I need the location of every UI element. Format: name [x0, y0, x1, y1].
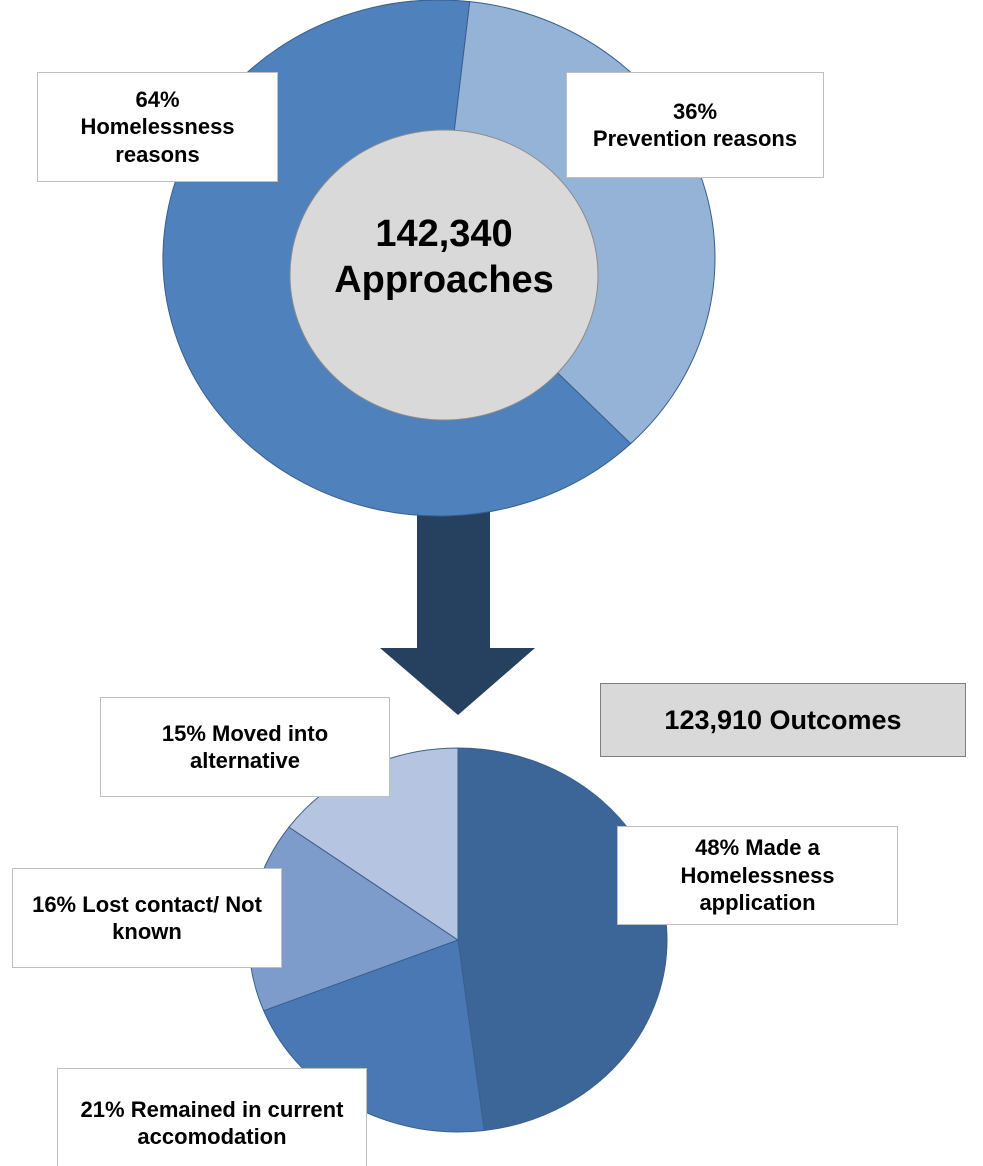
- value-label: 16%: [32, 891, 77, 917]
- category-label: Homelessness reasons: [80, 114, 235, 167]
- label-text: 15% Moved into alternative: [111, 720, 379, 775]
- data-label: 15% Moved into alternative: [100, 697, 390, 797]
- data-label: 64% Homelessness reasons: [37, 72, 278, 182]
- category-label: Made a Homelessness application: [680, 835, 835, 916]
- data-label: 36% Prevention reasons: [566, 72, 824, 178]
- label-text: 16% Lost contact/ Not known: [23, 891, 271, 946]
- label-text: 64% Homelessness reasons: [48, 86, 267, 169]
- category-label: Lost contact/ Not known: [82, 891, 262, 945]
- category-label: Remained in current accomodation: [130, 1096, 344, 1150]
- value-label: 36%: [672, 98, 718, 124]
- label-text: 21% Remained in current accomodation: [68, 1096, 356, 1151]
- donut-hole: [289, 129, 599, 421]
- annotation: 123,910 Outcomes: [600, 683, 966, 757]
- category-label: Prevention reasons: [592, 126, 798, 151]
- slice: [457, 747, 668, 1132]
- category-label: Moved into alternative: [189, 720, 329, 774]
- label-text: 36% Prevention reasons: [593, 98, 797, 153]
- data-label: 16% Lost contact/ Not known: [12, 868, 282, 968]
- value-label: 64%: [135, 86, 180, 112]
- data-label: 21% Remained in current accomodation: [57, 1068, 367, 1166]
- center-label: 142,340 Approaches: [334, 213, 554, 301]
- value-label: 48%: [695, 835, 740, 861]
- value-label: 15%: [161, 720, 206, 746]
- label-text: 48% Made a Homelessness application: [628, 834, 887, 917]
- data-label: 48% Made a Homelessness application: [617, 826, 898, 925]
- value-label: 21%: [80, 1096, 125, 1122]
